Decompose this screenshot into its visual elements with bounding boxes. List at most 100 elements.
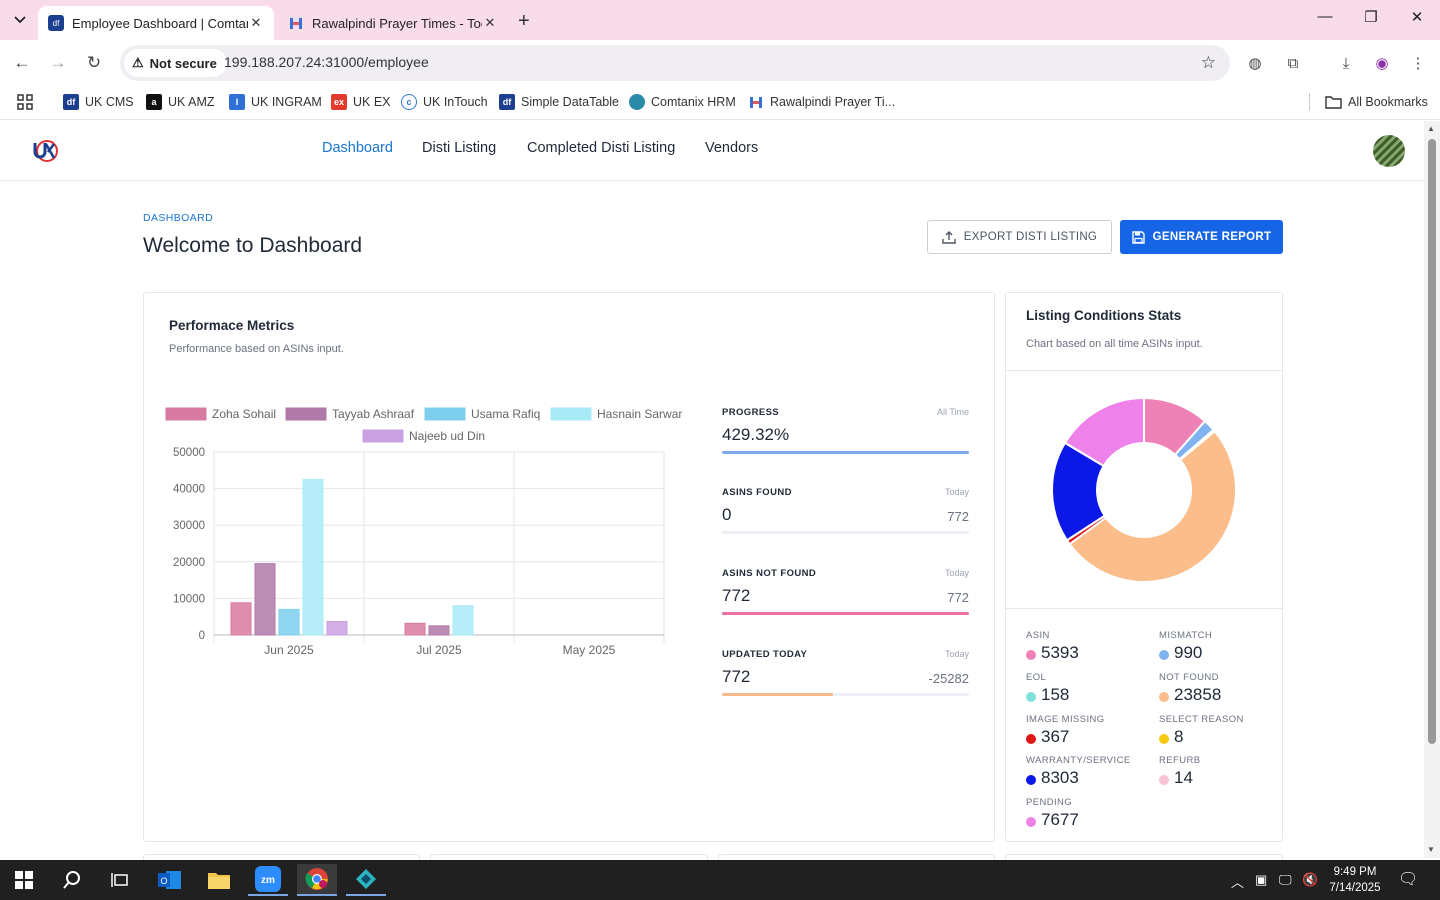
app-diamond-icon[interactable] bbox=[346, 864, 386, 896]
bookmark-uk-intouch[interactable]: c UK InTouch bbox=[401, 92, 488, 112]
card-edge bbox=[143, 854, 420, 860]
stat-label: MISMATCH bbox=[1159, 630, 1213, 641]
nav-disti-listing[interactable]: Disti Listing bbox=[422, 140, 497, 156]
notification-icon[interactable]: 🗨 bbox=[1398, 871, 1419, 888]
bar[interactable] bbox=[326, 620, 348, 636]
close-window-icon[interactable]: ✕ bbox=[1410, 9, 1424, 26]
legend-swatch[interactable] bbox=[424, 407, 466, 421]
uk-logo-icon[interactable] bbox=[32, 138, 60, 164]
metric-label: UPDATED TODAY bbox=[722, 649, 808, 660]
reload-icon[interactable]: ↻ bbox=[86, 53, 102, 72]
browser-tab-employee-dashboard[interactable]: df Employee Dashboard | Comtanix ✕ bbox=[38, 6, 274, 40]
legend-swatch[interactable] bbox=[362, 429, 404, 443]
url-text[interactable]: 199.188.207.24:31000/employee bbox=[224, 54, 429, 70]
translate-icon[interactable]: ◍ bbox=[1248, 55, 1262, 72]
nav-completed-disti-listing[interactable]: Completed Disti Listing bbox=[527, 140, 676, 156]
system-clock[interactable]: 9:49 PM 7/14/2025 bbox=[1320, 864, 1390, 896]
bar[interactable] bbox=[278, 608, 300, 636]
warning-triangle-icon: ⚠ bbox=[132, 55, 144, 70]
df-icon: df bbox=[63, 94, 79, 110]
close-tab-icon[interactable]: ✕ bbox=[250, 15, 262, 30]
card-subtitle: Chart based on all time ASINs input. bbox=[1026, 338, 1203, 350]
legend-swatch[interactable] bbox=[550, 407, 592, 421]
chevron-down-icon bbox=[14, 16, 26, 24]
all-bookmarks-button[interactable]: All Bookmarks bbox=[1325, 92, 1428, 112]
metric-progress-fill bbox=[722, 612, 969, 615]
legend-dot bbox=[1026, 692, 1036, 702]
donut-slice[interactable] bbox=[1068, 429, 1237, 583]
tab-search-button[interactable] bbox=[8, 8, 32, 32]
search-icon[interactable] bbox=[52, 864, 92, 896]
bookmark-uk-amz[interactable]: a UK AMZ bbox=[146, 92, 215, 112]
task-view-icon[interactable] bbox=[100, 864, 140, 896]
legend-dot bbox=[1159, 775, 1169, 785]
scrollbar-thumb[interactable] bbox=[1428, 139, 1436, 744]
stat-value: 367 bbox=[1041, 727, 1070, 746]
security-chip[interactable]: ⚠ Not secure bbox=[124, 49, 227, 77]
metric-period: All Time bbox=[936, 407, 969, 417]
bookmark-uk-ingram[interactable]: I UK INGRAM bbox=[229, 92, 322, 112]
metric-period: Today bbox=[944, 568, 969, 578]
chrome-icon[interactable] bbox=[297, 864, 337, 896]
bar[interactable] bbox=[254, 563, 276, 636]
amazon-icon: a bbox=[146, 94, 162, 110]
legend-label[interactable]: Usama Rafiq bbox=[471, 407, 540, 421]
network-icon[interactable]: 🖵 bbox=[1279, 872, 1292, 887]
save-icon bbox=[1131, 230, 1145, 244]
file-explorer-icon[interactable] bbox=[199, 864, 239, 896]
close-tab-icon[interactable]: ✕ bbox=[484, 15, 496, 30]
bookmark-label: UK CMS bbox=[85, 95, 134, 109]
nav-dashboard[interactable]: Dashboard bbox=[322, 140, 393, 156]
back-arrow-icon[interactable]: ← bbox=[13, 53, 31, 72]
legend-swatch[interactable] bbox=[165, 407, 207, 421]
legend-label[interactable]: Najeeb ud Din bbox=[409, 429, 485, 443]
browser-tab-prayer-times[interactable]: Rawalpindi Prayer Times - Today ✕ bbox=[278, 6, 508, 40]
nav-vendors[interactable]: Vendors bbox=[705, 140, 759, 156]
bar[interactable] bbox=[428, 625, 450, 636]
legend-label[interactable]: Hasnain Sarwar bbox=[597, 407, 682, 421]
apps-grid-icon[interactable] bbox=[17, 92, 33, 112]
bookmark-simple-datatable[interactable]: df Simple DataTable bbox=[499, 92, 619, 112]
bookmark-prayer-times[interactable]: Rawalpindi Prayer Ti... bbox=[748, 92, 895, 112]
outlook-icon[interactable]: O bbox=[150, 864, 190, 896]
zoom-icon[interactable]: zm bbox=[248, 864, 288, 896]
minimize-icon[interactable]: — bbox=[1317, 8, 1333, 25]
metric-progress-bar bbox=[722, 451, 969, 454]
bookmark-star-icon[interactable]: ☆ bbox=[1200, 53, 1216, 72]
user-avatar[interactable] bbox=[1373, 135, 1405, 167]
address-bar[interactable]: ⚠ Not secure 199.188.207.24:31000/employ… bbox=[120, 45, 1230, 81]
generate-report-button[interactable]: GENERATE REPORT bbox=[1120, 220, 1283, 254]
stat-label: EOL bbox=[1026, 672, 1047, 683]
donut-slice[interactable] bbox=[1063, 396, 1145, 468]
stat-mismatch: MISMATCH 990 bbox=[1159, 630, 1279, 672]
volume-muted-icon[interactable]: 🔇 bbox=[1302, 872, 1319, 887]
hrm-icon bbox=[629, 94, 645, 110]
windows-start-icon[interactable] bbox=[4, 864, 44, 896]
bookmark-uk-cms[interactable]: df UK CMS bbox=[63, 92, 134, 112]
metric-total: 772 bbox=[947, 509, 969, 524]
menu-dots-icon[interactable]: ⋮ bbox=[1410, 55, 1426, 72]
legend-label[interactable]: Tayyab Ashraaf bbox=[332, 407, 415, 421]
tablet-alert-icon[interactable]: ▣ bbox=[1255, 872, 1268, 887]
legend-label[interactable]: Zoha Sohail bbox=[212, 407, 276, 421]
download-icon[interactable]: ⤓ bbox=[1342, 54, 1350, 72]
scroll-down-icon[interactable]: ▼ bbox=[1427, 845, 1435, 854]
forward-arrow-icon[interactable]: → bbox=[49, 53, 67, 72]
bar[interactable] bbox=[404, 622, 426, 636]
profile-icon[interactable]: ◉ bbox=[1375, 55, 1389, 72]
scroll-up-icon[interactable]: ▲ bbox=[1427, 124, 1435, 133]
page-scrollbar[interactable]: ▲ ▼ bbox=[1424, 121, 1440, 858]
restore-icon[interactable]: ❐ bbox=[1364, 9, 1378, 26]
performance-bar-chart: Zoha Sohail Tayyab Ashraaf Usama Rafiq Hasn… bbox=[165, 407, 682, 657]
chevron-up-icon[interactable]: ︿ bbox=[1231, 875, 1245, 890]
legend-swatch[interactable] bbox=[285, 407, 327, 421]
metric-progress-fill bbox=[722, 451, 969, 454]
bar[interactable] bbox=[452, 605, 474, 636]
extensions-icon[interactable]: ⧉ bbox=[1287, 54, 1299, 72]
bookmark-uk-ex[interactable]: ex UK EX bbox=[331, 92, 391, 112]
bookmark-comtanix-hrm[interactable]: Comtanix HRM bbox=[629, 92, 736, 112]
bar[interactable] bbox=[230, 602, 252, 636]
new-tab-button[interactable]: + bbox=[518, 10, 530, 32]
bar[interactable] bbox=[302, 478, 324, 636]
export-disti-listing-button[interactable]: EXPORT DISTI LISTING bbox=[927, 220, 1112, 254]
